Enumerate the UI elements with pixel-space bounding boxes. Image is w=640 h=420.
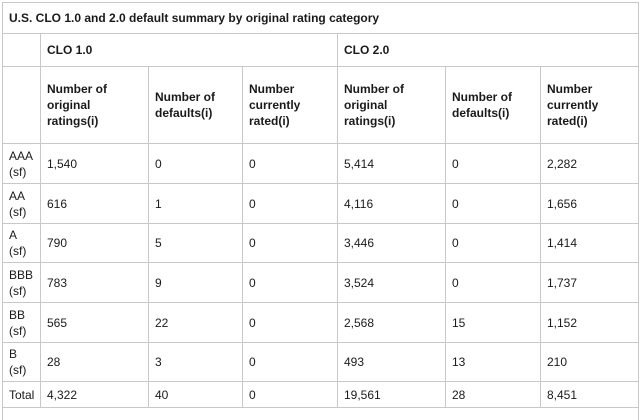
title-row: U.S. CLO 1.0 and 2.0 default summary by … [1,2,640,34]
cell: 5 [148,223,243,263]
cell: 0 [242,223,338,263]
row-label: B (sf) [2,342,41,382]
row-label: BBB (sf) [2,262,41,303]
cell: 22 [148,302,243,343]
cell: 13 [445,342,541,382]
cell: 1,656 [539,183,640,224]
cell: 19,561 [337,381,446,408]
cell: 3,446 [337,223,446,263]
cell: 0 [242,143,338,184]
cell: 493 [337,342,446,382]
cell: 0 [242,302,338,343]
cell: 4,116 [337,183,446,224]
cell: 2,568 [337,302,446,343]
column-header-clo2-defaults: Number of defaults(i) [445,66,541,144]
cell: 210 [539,342,640,382]
table-title: U.S. CLO 1.0 and 2.0 default summary by … [1,2,640,34]
cell: 1 [148,183,243,224]
cell: 8,451 [539,381,640,408]
cell: 0 [445,183,541,224]
row-label: AA (sf) [2,183,41,224]
cell: 40 [148,381,243,408]
column-header-clo1-original-ratings: Number of original ratings(i) [40,66,149,144]
cell: 28 [40,342,149,382]
cell: 616 [40,183,149,224]
cell: 0 [445,223,541,263]
cell: 1,737 [539,262,640,303]
cell: 0 [242,381,338,408]
corner-cell-top [2,33,41,67]
cell: 1,414 [539,223,640,263]
group-header-clo-1: CLO 1.0 [40,33,338,67]
column-header-clo2-currently-rated: Number currently rated(i) [539,66,640,144]
footnote-row: (i)Data as of June 30, 2025. Source: S&P… [1,407,640,420]
corner-cell-bottom [2,66,41,144]
row-label: BB (sf) [2,302,41,343]
table-row-aaa: AAA (sf) 1,540 0 0 5,414 0 2,282 [2,143,640,184]
column-header-row: Number of original ratings(i) Number of … [2,66,640,144]
cell: 3 [148,342,243,382]
cell: 2,282 [539,143,640,184]
cell: 3,524 [337,262,446,303]
cell: 1,540 [40,143,149,184]
table-row-bbb: BBB (sf) 783 9 0 3,524 0 1,737 [2,262,640,303]
cell: 4,322 [40,381,149,408]
column-header-clo2-original-ratings: Number of original ratings(i) [337,66,446,144]
cell: 0 [445,262,541,303]
cell: 0 [242,342,338,382]
column-header-clo1-defaults: Number of defaults(i) [148,66,243,144]
cell: 9 [148,262,243,303]
cell: 5,414 [337,143,446,184]
row-label: Total [2,381,41,408]
row-label: A (sf) [2,223,41,263]
cell: 790 [40,223,149,263]
cell: 0 [148,143,243,184]
table-row-a: A (sf) 790 5 0 3,446 0 1,414 [2,223,640,263]
cell: 1,152 [539,302,640,343]
table-row-aa: AA (sf) 616 1 0 4,116 0 1,656 [2,183,640,224]
table-row-total: Total 4,322 40 0 19,561 28 8,451 [2,381,640,408]
cell: 28 [445,381,541,408]
cell: 15 [445,302,541,343]
cell: 783 [40,262,149,303]
cell: 565 [40,302,149,343]
group-header-clo-2: CLO 2.0 [336,33,640,67]
table-row-bb: BB (sf) 565 22 0 2,568 15 1,152 [2,302,640,343]
row-label: AAA (sf) [2,143,41,184]
group-header-row: CLO 1.0 CLO 2.0 [2,33,640,67]
column-header-clo1-currently-rated: Number currently rated(i) [242,66,338,144]
cell: 0 [242,262,338,303]
table-footnote: (i)Data as of June 30, 2025. Source: S&P… [1,407,640,420]
table-row-b: B (sf) 28 3 0 493 13 210 [2,342,640,382]
cell: 0 [242,183,338,224]
cell: 0 [445,143,541,184]
